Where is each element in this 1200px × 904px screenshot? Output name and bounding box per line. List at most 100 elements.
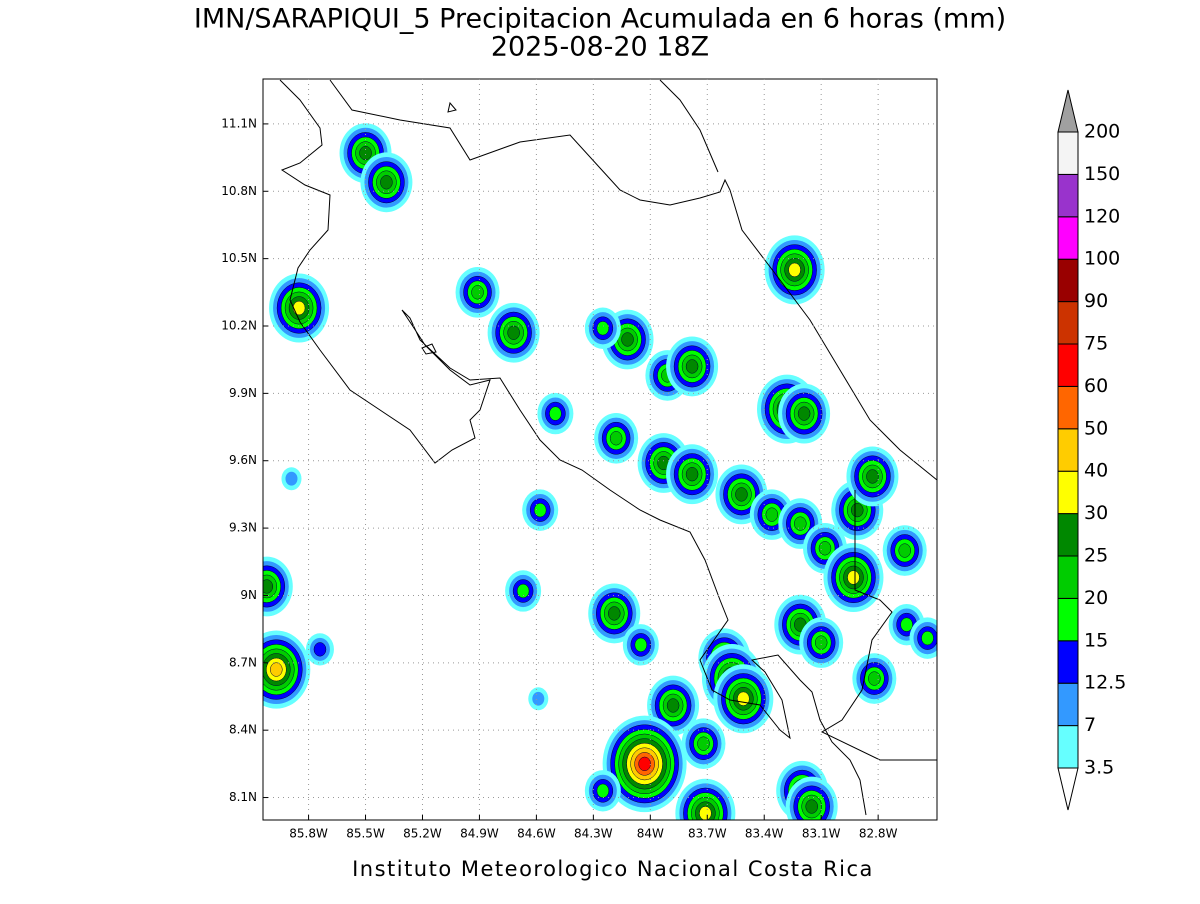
- x-tick-label: 84W: [637, 827, 664, 841]
- precip-cell: [799, 617, 844, 668]
- colorbar-label: 100: [1084, 248, 1120, 270]
- colorbar-label: 3.5: [1084, 757, 1114, 779]
- precip-contour: [666, 698, 680, 713]
- precip-contour: [638, 756, 651, 772]
- footer: Instituto Meteorologico Nacional Costa R…: [352, 857, 874, 881]
- precip-contour: [921, 630, 934, 646]
- colorbar-box: [1057, 301, 1079, 345]
- x-tick-label: 85.8W: [289, 827, 328, 841]
- x-tick-label: 83.1W: [802, 827, 841, 841]
- coastlines: [279, 79, 937, 816]
- precip-contour: [380, 175, 393, 190]
- y-tick-label: 10.5N: [221, 251, 257, 265]
- colorbar-label: 50: [1084, 417, 1108, 439]
- y-tick-label: 10.2N: [221, 319, 257, 333]
- precip-cell: [715, 464, 768, 525]
- precip-contour: [634, 637, 648, 653]
- precip-contour: [313, 642, 327, 657]
- precip-contour: [533, 502, 547, 518]
- precip-contour: [797, 406, 811, 421]
- x-tick-label: 85.5W: [346, 827, 385, 841]
- precip-contour: [765, 507, 779, 522]
- colorbar-box: [1057, 216, 1079, 260]
- colorbar-box: [1057, 258, 1079, 303]
- precip-cell: [584, 307, 621, 349]
- colorbar-box: [1057, 555, 1079, 599]
- precip-cell: [263, 630, 311, 709]
- colorbar-label: 30: [1084, 502, 1108, 524]
- x-tick-label: 84.6W: [517, 827, 556, 841]
- precip-contour: [607, 606, 621, 621]
- precip-contour: [285, 471, 298, 486]
- precip-cell: [522, 489, 559, 531]
- precip-cell: [455, 267, 500, 318]
- precip-contour: [697, 736, 710, 751]
- precip-contour: [263, 579, 274, 594]
- precip-cell: [764, 235, 825, 305]
- y-tick-label: 9.3N: [229, 521, 257, 535]
- precip-contour: [814, 635, 828, 650]
- x-tick-label: 82.8W: [859, 827, 898, 841]
- precip-cell: [666, 444, 719, 505]
- precip-contour: [596, 321, 610, 336]
- precip-cell: [588, 583, 641, 644]
- precip-contour: [898, 543, 911, 558]
- precip-contour: [685, 359, 699, 374]
- precip-cell: [675, 778, 736, 820]
- precip-cell: [528, 687, 549, 711]
- y-tick-label: 10.8N: [221, 184, 257, 198]
- colorbar-box: [1057, 385, 1079, 430]
- subtitle: 2025-08-20 18Z: [491, 32, 709, 63]
- precip-contour: [866, 469, 879, 484]
- colorbar-label: 150: [1084, 163, 1120, 185]
- colorbar-label: 7: [1084, 714, 1096, 736]
- colorbar-box: [1057, 428, 1079, 472]
- y-tick-label: 8.1N: [229, 790, 257, 804]
- precip-cell: [622, 624, 659, 666]
- precip-contour: [621, 332, 634, 347]
- colorbar-box: [1057, 682, 1079, 727]
- precip-cell: [666, 336, 719, 397]
- colorbar-box: [1057, 131, 1079, 175]
- colorbar-label: 90: [1084, 290, 1108, 312]
- precip-cell: [713, 664, 774, 734]
- colorbar-high: [1057, 89, 1079, 133]
- precip-cell: [846, 446, 899, 507]
- colorbar-label: 60: [1084, 375, 1108, 397]
- colorbar-box: [1057, 725, 1079, 769]
- precip-cell: [909, 617, 937, 659]
- title: IMN/SARAPIQUI_5 Precipitacion Acumulada …: [194, 4, 1006, 35]
- precip-cell: [505, 570, 542, 612]
- colorbar-box: [1057, 470, 1079, 515]
- precip-contour: [609, 431, 623, 446]
- precip-contour: [818, 541, 832, 556]
- x-tick-label: 85.2W: [403, 827, 442, 841]
- precip-contour: [549, 406, 562, 421]
- x-tick-label: 84.9W: [460, 827, 499, 841]
- precip-cell: [305, 633, 334, 666]
- y-tick-label: 11.1N: [221, 116, 257, 130]
- precip-cell: [584, 770, 621, 812]
- precip-contour: [507, 325, 520, 340]
- precip-contour: [516, 583, 530, 599]
- precip-contour: [847, 570, 860, 585]
- x-tick-label: 84.3W: [574, 827, 613, 841]
- map-frame: [262, 78, 938, 821]
- y-tick-label: 9.6N: [229, 453, 257, 467]
- precip-contour: [737, 691, 750, 706]
- x-tick-label: 83.4W: [745, 827, 784, 841]
- colorbar-label: 15: [1084, 629, 1108, 651]
- precip-contour: [794, 516, 807, 531]
- colorbar-label: 75: [1084, 333, 1108, 355]
- colorbar-low: [1057, 767, 1079, 811]
- precip-cell: [594, 412, 639, 464]
- precip-contour: [851, 502, 864, 518]
- precip-contour: [270, 662, 283, 677]
- precip-contour: [788, 262, 801, 278]
- colorbar-label: 120: [1084, 205, 1120, 227]
- precip-cell: [281, 467, 302, 491]
- precip-contour: [805, 799, 818, 814]
- precip-contour: [359, 145, 372, 161]
- precip-cell: [778, 383, 831, 444]
